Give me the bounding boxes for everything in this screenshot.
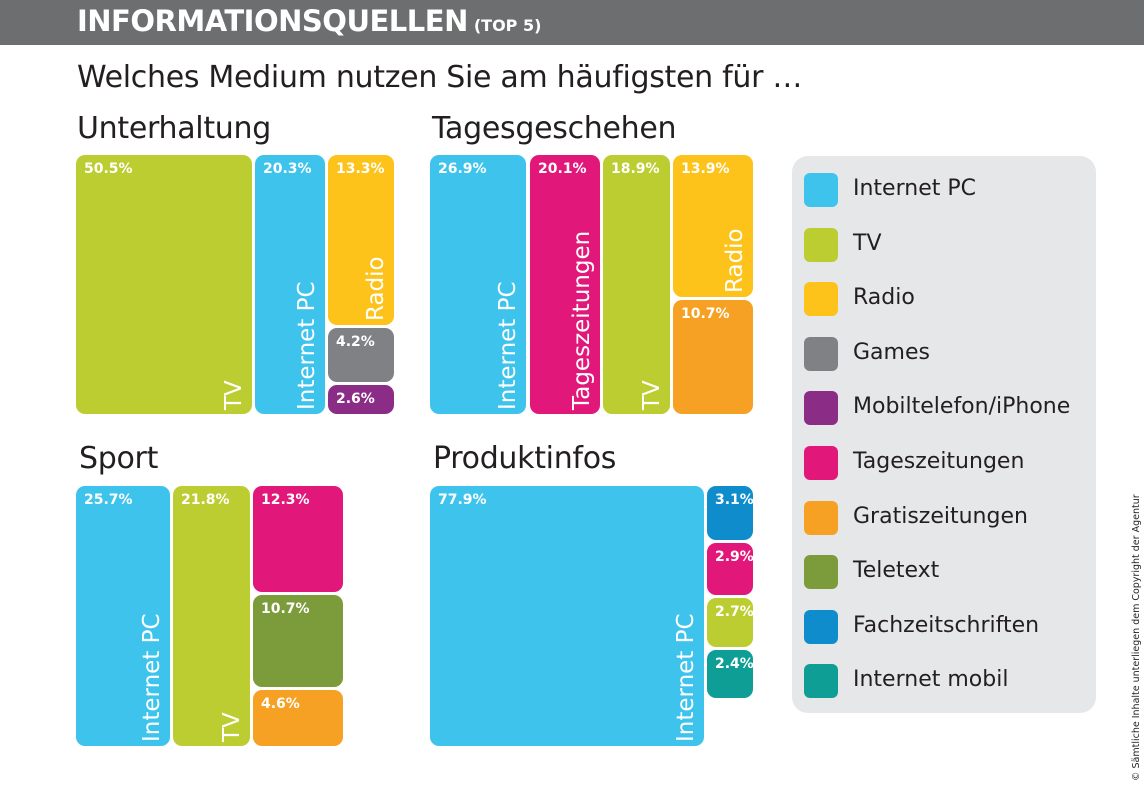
panel-title-produktinfos: Produktinfos [433,441,617,476]
legend-label: Fachzeitschriften [853,612,1040,638]
legend-label: Tageszeitungen [853,449,1025,474]
legend-swatch [804,282,838,317]
data-label: 10.7% [261,601,310,617]
data-label: 12.3% [261,492,310,508]
tile-label: Radio [722,228,748,293]
legend-label: Internet PC [853,176,976,201]
treemap-tile-tageszeitungen: 12.3% [253,486,343,592]
legend-label: Radio [853,285,915,311]
legend-swatch [804,555,838,590]
treemap-tile-internet_pc: 25.7% Internet PC [76,486,170,746]
tile-label: Internet PC [495,281,521,410]
treemap-tile-tv: 50.5% TV [76,155,252,414]
data-label: 77.9% [438,492,487,508]
data-label: 26.9% [438,161,487,177]
treemap-tile-internet_pc: 77.9% Internet PC [430,486,704,746]
legend-label: Mobiltelefon/iPhone [853,394,1071,420]
legend-swatch [804,173,838,207]
data-label: 20.3% [263,161,312,177]
treemap-tile-internet_pc: 20.3% Internet PC [255,155,325,414]
treemap-tile-fachzeitschriften: 3.1% [707,486,753,540]
panel-title-sport: Sport [79,441,159,476]
legend-swatch [804,336,838,371]
legend-swatch [804,609,838,644]
legend-swatch [804,500,838,535]
tile-label: Internet PC [673,613,699,742]
tile-label: Radio [363,256,389,321]
tile-label: Internet PC [294,281,320,410]
tile-label: TV [219,712,245,742]
treemap-tile-tageszeitungen: 20.1% Tageszeitungen [530,155,600,414]
legend-swatch [804,664,838,699]
data-label: 2.9% [715,549,753,565]
data-label: 2.7% [715,604,753,620]
legend-label: Gratiszeitungen [853,503,1028,529]
treemap-tile-radio: 13.3% Radio [328,155,394,325]
data-label: 50.5% [84,161,133,177]
copyright-note: © Sämtliche Inhalte unterliegen dem Copy… [1131,494,1142,781]
panel-title-unterhaltung: Unterhaltung [77,111,271,146]
legend-swatch [804,391,838,426]
treemap-tile-games: 4.2% [328,328,394,382]
legend-swatch [804,227,838,262]
tile-label: TV [221,380,247,410]
treemap-tile-internet_mobil: 2.4% [707,650,753,698]
treemap-tile-teletext: 10.7% [253,595,343,687]
data-label: 20.1% [538,161,587,177]
data-label: 4.2% [336,334,375,350]
treemap-tile-radio: 13.9% Radio [673,155,753,297]
data-label: 25.7% [84,492,133,508]
data-label: 2.4% [715,656,753,672]
treemap-tile-tageszeitungen: 2.9% [707,543,753,595]
data-label: 10.7% [681,306,730,322]
tile-label: Tageszeitungen [569,230,595,410]
panel-title-tagesgeschehen: Tagesgeschehen [432,111,677,146]
data-label: 13.9% [681,161,730,177]
legend-label: TV [853,230,882,256]
legend-label: Internet mobil [853,667,1009,693]
data-label: 3.1% [715,492,753,508]
legend-label: Teletext [853,558,940,584]
treemap-tile-gratiszeitungen: 4.6% [253,690,343,746]
treemap-tile-internet_pc: 26.9% Internet PC [430,155,526,414]
treemap-tile-mobiltelefon: 2.6% [328,385,394,414]
treemap-tile-gratiszeitungen: 10.7% [673,300,753,414]
treemap-tile-tv: 21.8% TV [173,486,250,746]
legend: Internet PC TV Radio Games Mobiltelefon/iPho… [792,156,1096,713]
page-subtitle: (TOP 5) [473,16,542,35]
treemap-tile-tv: 2.7% [707,598,753,647]
data-label: 2.6% [336,391,375,407]
tile-label: Internet PC [139,613,165,742]
legend-swatch [804,446,838,480]
tile-label: TV [639,380,665,410]
header-bar: INFORMATIONSQUELLEN (TOP 5) [0,0,1144,45]
data-label: 4.6% [261,696,300,712]
data-label: 18.9% [611,161,660,177]
page-title: INFORMATIONSQUELLEN (TOP 5) [77,4,542,38]
data-label: 21.8% [181,492,230,508]
legend-label: Games [853,339,930,365]
data-label: 13.3% [336,161,385,177]
question-text: Welches Medium nutzen Sie am häufigsten … [77,60,803,95]
treemap-tile-tv: 18.9% TV [603,155,670,414]
